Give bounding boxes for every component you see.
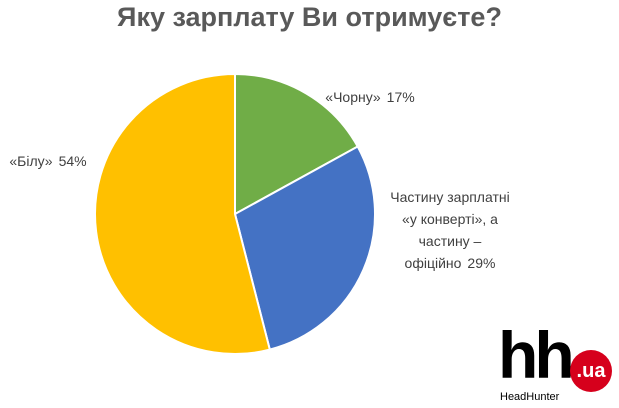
logo-name: HeadHunter [500, 391, 560, 403]
pie-slice [233, 145, 376, 351]
category-label: Частину зарплатні «у конверті», а частин… [390, 189, 510, 271]
logo-mark: hh [498, 318, 575, 392]
data-label: Частину зарплатні «у конверті», а частин… [385, 186, 515, 274]
value-label: 29% [467, 255, 496, 271]
data-label: «Білу» 54% [0, 150, 108, 172]
value-label: 17% [386, 89, 415, 105]
category-label: «Чорну» [325, 89, 381, 105]
logo-domain: .ua [570, 350, 612, 392]
pie-slice [234, 72, 360, 216]
pie-slice [94, 72, 272, 355]
category-label: «Білу» [9, 153, 53, 169]
value-label: 54% [58, 153, 87, 169]
data-label: «Чорну» 17% [305, 86, 435, 108]
chart-title: Яку зарплату Ви отримуєте? [117, 2, 502, 32]
